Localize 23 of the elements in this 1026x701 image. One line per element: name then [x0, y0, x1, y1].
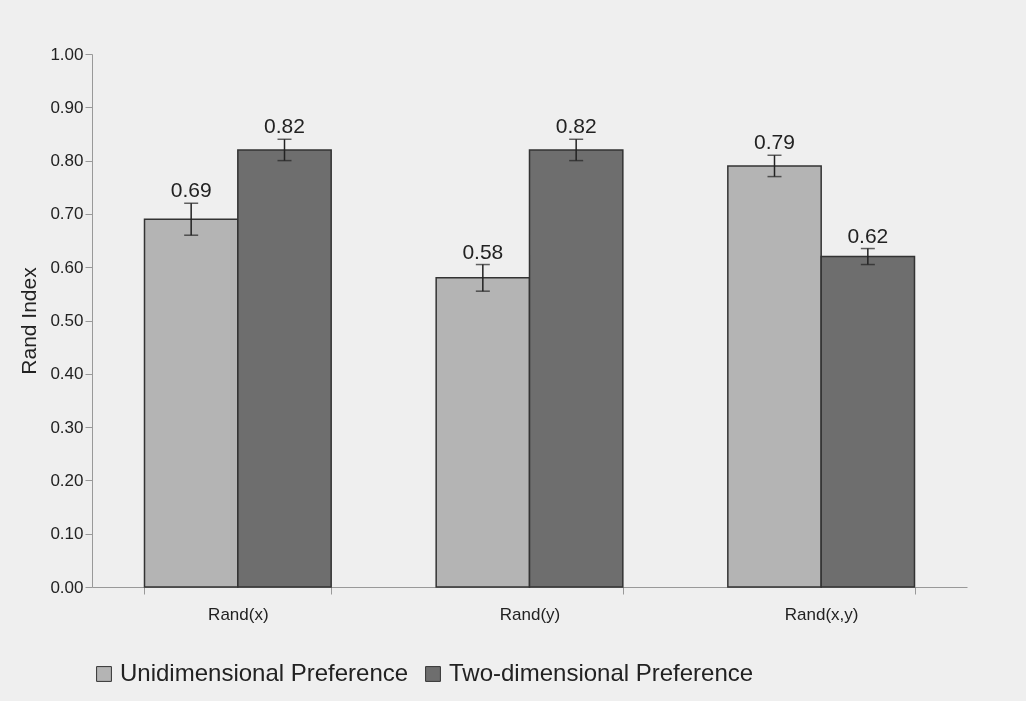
- y-tick-label: 0.90: [50, 97, 84, 117]
- y-tick-label: 0.60: [50, 257, 84, 277]
- y-tick-label: 1.00: [50, 44, 84, 64]
- y-tick-label: 0.80: [50, 151, 84, 171]
- y-tick-label: 0.20: [50, 470, 84, 490]
- y-tick-label: 0.30: [50, 417, 84, 437]
- data-label: 0.58: [462, 239, 504, 263]
- x-tick-label: Rand(y): [499, 604, 561, 624]
- x-tick-label: Rand(x): [208, 604, 269, 624]
- data-label: 0.69: [170, 178, 212, 202]
- y-tick-label: 0.70: [50, 204, 84, 224]
- x-tick-label: Rand(x,y): [784, 604, 859, 624]
- y-tick-label: 0.00: [50, 577, 84, 597]
- y-axis-title: Rand Index: [17, 266, 41, 375]
- data-label: 0.82: [555, 114, 597, 138]
- y-tick-label: 0.10: [50, 524, 84, 544]
- data-label: 0.79: [754, 130, 795, 154]
- legend-label: Two-dimensional Preference: [449, 659, 754, 686]
- y-tick-label: 0.50: [50, 311, 84, 330]
- y-tick-label: 0.40: [50, 364, 84, 384]
- data-label: 0.62: [847, 223, 889, 247]
- legend-label: Unidimensional Preference: [120, 659, 409, 686]
- data-label: 0.82: [264, 114, 305, 138]
